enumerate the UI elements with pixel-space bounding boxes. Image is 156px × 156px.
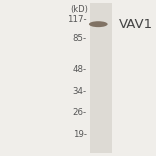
Text: (kD): (kD): [70, 5, 88, 14]
Text: 48-: 48-: [72, 65, 87, 74]
Bar: [90, 3, 112, 153]
Text: 117-: 117-: [67, 15, 87, 24]
Text: 34-: 34-: [72, 87, 87, 96]
Text: 19-: 19-: [73, 130, 87, 139]
Ellipse shape: [89, 21, 108, 27]
Text: VAV1: VAV1: [119, 18, 153, 31]
Text: 26-: 26-: [72, 108, 87, 117]
Text: 85-: 85-: [72, 34, 87, 43]
